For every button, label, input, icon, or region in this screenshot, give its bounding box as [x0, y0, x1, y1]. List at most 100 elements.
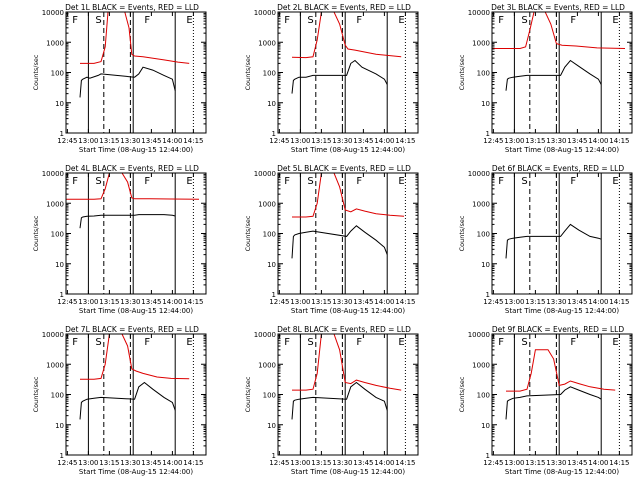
marker-letter-f: F [144, 176, 150, 187]
y-tick-label: 100 [477, 392, 490, 400]
panel-title: Det 5L BLACK = Events, RED = LLD [277, 164, 411, 173]
x-tick-label: 14:15 [609, 137, 629, 145]
marker-letter-e: E [186, 337, 192, 348]
x-tick-label: 13:00 [504, 137, 524, 145]
x-axis-label: Start Time (08-Aug-15 12:44:00) [79, 468, 193, 476]
y-axis-label: Counts/sec [458, 54, 466, 90]
y-tick-label: 1000 [472, 200, 490, 208]
x-tick-label: 13:00 [78, 459, 98, 467]
y-tick-label: 10 [481, 261, 490, 269]
y-tick-label: 100 [51, 231, 64, 239]
y-tick-label: 1 [272, 291, 276, 299]
x-tick-label: 14:15 [395, 459, 415, 467]
x-axis-label: Start Time (08-Aug-15 12:44:00) [505, 468, 619, 476]
x-tick-label: 13:00 [78, 298, 98, 306]
panel-title: Det 8L BLACK = Events, RED = LLD [277, 325, 411, 334]
plot-frame [491, 333, 633, 456]
marker-letter-f: F [570, 176, 576, 187]
x-tick-label: 13:00 [290, 298, 310, 306]
x-tick-label: 13:45 [141, 298, 161, 306]
x-tick-label: 12:45 [57, 298, 77, 306]
x-tick-label: 12:45 [269, 459, 289, 467]
panel-title: Det 2L BLACK = Events, RED = LLD [277, 3, 411, 12]
marker-letter-e: E [398, 15, 404, 26]
x-tick-label: 13:30 [546, 137, 566, 145]
marker-letter-f: F [356, 337, 362, 348]
chart-panel-4: 1 10 100 1000 10000 12:45 13:00 13:15 13:30 13:45… [32, 164, 207, 315]
y-tick-label: 100 [51, 392, 64, 400]
x-tick-label: 13:30 [332, 298, 352, 306]
marker-letter-s: S [521, 337, 527, 348]
x-axis-label: Start Time (08-Aug-15 12:44:00) [79, 146, 193, 154]
marker-letter-f: F [284, 337, 290, 348]
x-tick-label: 14:15 [183, 459, 203, 467]
x-tick-label: 13:00 [290, 459, 310, 467]
series-line-events [291, 225, 388, 259]
y-tick-label: 10000 [42, 9, 64, 17]
x-tick-label: 14:00 [374, 137, 394, 145]
x-tick-label: 14:00 [374, 459, 394, 467]
x-tick-label: 13:15 [311, 137, 331, 145]
x-tick-label: 13:15 [99, 137, 119, 145]
y-tick-label: 10000 [468, 9, 490, 17]
x-tick-label: 12:45 [483, 137, 503, 145]
y-tick-label: 100 [477, 70, 490, 78]
x-tick-label: 13:45 [567, 459, 587, 467]
y-tick-label: 10000 [42, 331, 64, 339]
y-tick-label: 10 [55, 422, 64, 430]
x-axis-label: Start Time (08-Aug-15 12:44:00) [291, 146, 405, 154]
x-tick-label: 13:30 [120, 137, 140, 145]
marker-letter-f: F [284, 15, 290, 26]
y-tick-label: 10000 [468, 170, 490, 178]
series-line-lld [80, 11, 190, 64]
x-tick-label: 13:45 [141, 459, 161, 467]
marker-letter-e: E [612, 176, 618, 187]
marker-letter-f: F [356, 176, 362, 187]
marker-letter-s: S [95, 15, 101, 26]
y-tick-label: 1 [272, 452, 276, 460]
y-tick-label: 1000 [46, 200, 64, 208]
series-line-lld [292, 172, 405, 218]
x-tick-label: 12:45 [483, 298, 503, 306]
x-tick-label: 14:00 [374, 298, 394, 306]
y-axis-label: Counts/sec [244, 54, 252, 90]
y-axis-label: Counts/sec [458, 215, 466, 251]
marker-letter-f: F [144, 337, 150, 348]
marker-letter-f: F [498, 15, 504, 26]
x-tick-label: 13:15 [525, 137, 545, 145]
series-line-lld [66, 172, 200, 200]
chart-panel-7: 1 10 100 1000 10000 12:45 13:00 13:15 13:30 13:45… [32, 325, 207, 476]
x-tick-label: 14:15 [183, 298, 203, 306]
series-line-lld [80, 333, 190, 380]
y-tick-label: 1000 [258, 39, 276, 47]
x-tick-label: 14:00 [588, 459, 608, 467]
marker-letter-s: S [307, 176, 313, 187]
series-line-lld [492, 11, 626, 49]
x-tick-label: 12:45 [57, 137, 77, 145]
x-tick-label: 14:15 [609, 298, 629, 306]
x-axis-label: Start Time (08-Aug-15 12:44:00) [79, 307, 193, 315]
panel-title: Det 9f BLACK = Events, RED = LLD [492, 325, 625, 334]
series-line-events [291, 59, 388, 94]
y-tick-label: 10 [481, 422, 490, 430]
y-tick-label: 100 [51, 70, 64, 78]
marker-letter-s: S [307, 337, 313, 348]
series-line-events [79, 66, 176, 98]
panel-title: Det 4L BLACK = Events, RED = LLD [65, 164, 199, 173]
x-tick-label: 13:15 [311, 459, 331, 467]
chart-panel-8: 1 10 100 1000 10000 12:45 13:00 13:15 13:30 13:45… [244, 325, 419, 476]
series-line-lld [291, 11, 402, 59]
marker-letter-f: F [72, 176, 78, 187]
x-tick-label: 14:00 [162, 298, 182, 306]
x-tick-label: 13:30 [120, 298, 140, 306]
panel-title: Det 3L BLACK = Events, RED = LLD [491, 3, 625, 12]
y-tick-label: 1000 [46, 361, 64, 369]
y-axis-label: Counts/sec [244, 215, 252, 251]
y-tick-label: 10000 [468, 331, 490, 339]
x-tick-label: 13:45 [353, 459, 373, 467]
marker-letter-f: F [570, 15, 576, 26]
x-tick-label: 13:30 [546, 298, 566, 306]
marker-letter-f: F [144, 15, 150, 26]
y-tick-label: 1000 [258, 200, 276, 208]
